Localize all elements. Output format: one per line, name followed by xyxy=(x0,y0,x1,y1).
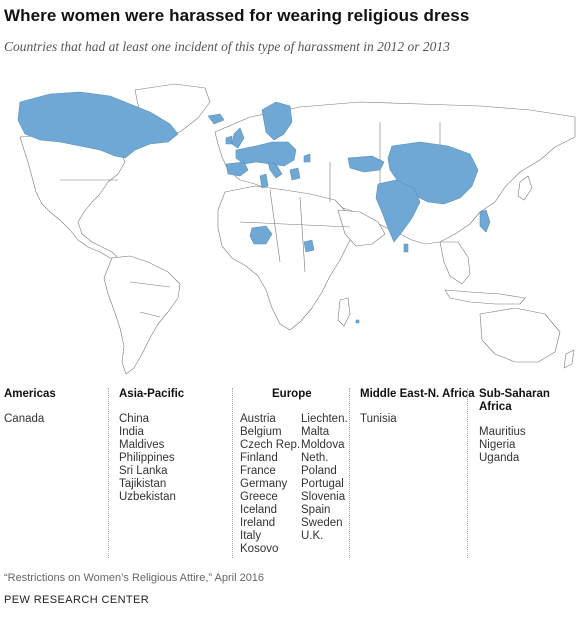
chart-title: Where women were harassed for wearing re… xyxy=(4,6,470,25)
land-africa xyxy=(217,185,356,331)
land-se-asia xyxy=(439,241,471,285)
highlight-tunisia xyxy=(259,173,269,189)
country: Uganda xyxy=(479,452,520,464)
country: Ireland xyxy=(240,517,276,529)
country: Poland xyxy=(301,465,337,477)
country: Belgium xyxy=(240,426,282,438)
highlight-moldova xyxy=(303,153,311,163)
country: Czech Rep. xyxy=(240,439,301,451)
highlight-central-asia xyxy=(347,155,385,173)
country: Austria xyxy=(240,413,276,425)
region-asia-pacific: Asia-Pacific China India Maldives Philip… xyxy=(119,388,184,504)
divider xyxy=(349,388,350,558)
land-australia xyxy=(479,307,561,363)
country: Kosovo xyxy=(240,543,279,555)
europe-column-1: Austria Belgium Czech Rep. Finland Franc… xyxy=(240,413,300,556)
region-title-sub-saharan: Sub-Saharan Africa xyxy=(479,388,550,413)
country: Sri Lanka xyxy=(119,465,168,477)
land-arabia xyxy=(337,209,386,247)
source-note: “Restrictions on Women’s Religious Attir… xyxy=(4,572,265,584)
country: Mauritius xyxy=(479,426,526,438)
country: Portugal xyxy=(301,478,344,490)
highlight-mauritius xyxy=(355,319,360,324)
country: Philippines xyxy=(119,452,175,464)
country: India xyxy=(119,426,144,438)
highlight-iceland xyxy=(207,113,225,125)
country: Canada xyxy=(4,413,45,425)
country: Sweden xyxy=(301,517,343,529)
highlight-greece xyxy=(289,167,301,181)
land-new-zealand xyxy=(563,349,575,369)
region-title-asia-pacific: Asia-Pacific xyxy=(119,388,185,400)
land-madagascar xyxy=(337,297,351,327)
chart-subtitle: Countries that had at least one incident… xyxy=(4,39,450,54)
country: Slovenia xyxy=(301,491,346,503)
world-map xyxy=(17,83,576,375)
country: Finland xyxy=(240,452,278,464)
region-title-middle-east: Middle East-N. Africa xyxy=(360,388,475,400)
land-north-america xyxy=(19,133,126,259)
country: U.K. xyxy=(301,530,324,542)
country: Germany xyxy=(240,478,288,490)
country: Moldova xyxy=(301,439,345,451)
highlight-italy xyxy=(267,161,283,179)
highlight-canada xyxy=(17,91,179,159)
country: Greece xyxy=(240,491,278,503)
region-sub-saharan-africa: Sub-Saharan Africa Mauritius Nigeria Uga… xyxy=(479,388,581,465)
land-south-america xyxy=(103,255,181,375)
country: Nigeria xyxy=(479,439,516,451)
country: Tunisia xyxy=(360,413,397,425)
country: Liechten. xyxy=(301,413,348,425)
europe-column-2: Liechten. Malta Moldova Neth. Poland Por… xyxy=(301,413,348,543)
highlight-nigeria xyxy=(249,225,273,245)
country: Neth. xyxy=(301,452,329,464)
region-title-americas: Americas xyxy=(4,388,56,400)
country: Spain xyxy=(301,504,331,516)
country: Tajikistan xyxy=(119,478,167,490)
country: Iceland xyxy=(240,504,278,516)
country: China xyxy=(119,413,150,425)
region-europe: Europe xyxy=(272,388,312,413)
region-title-europe: Europe xyxy=(272,388,312,400)
region-middle-east-n-africa: Middle East-N. Africa Tunisia xyxy=(360,388,475,426)
country: France xyxy=(240,465,276,477)
country: Uzbekistan xyxy=(119,491,176,503)
credit: PEW RESEARCH CENTER xyxy=(4,594,150,606)
highlight-india xyxy=(375,179,421,243)
land-indonesia xyxy=(444,289,526,305)
highlight-ireland xyxy=(225,135,233,145)
country: Malta xyxy=(301,426,330,438)
highlight-iberia xyxy=(225,161,249,177)
region-americas: Americas Canada xyxy=(4,388,56,426)
country: Italy xyxy=(240,530,262,542)
divider xyxy=(108,388,109,558)
highlight-philippines xyxy=(479,209,491,233)
highlight-sri-lanka xyxy=(403,243,409,253)
highlight-uk xyxy=(231,127,245,149)
highlight-scandinavia xyxy=(261,101,293,141)
divider xyxy=(232,388,233,558)
divider xyxy=(467,388,468,558)
land-japan xyxy=(517,175,533,201)
country: Maldives xyxy=(119,439,165,451)
highlight-uganda xyxy=(303,239,315,253)
